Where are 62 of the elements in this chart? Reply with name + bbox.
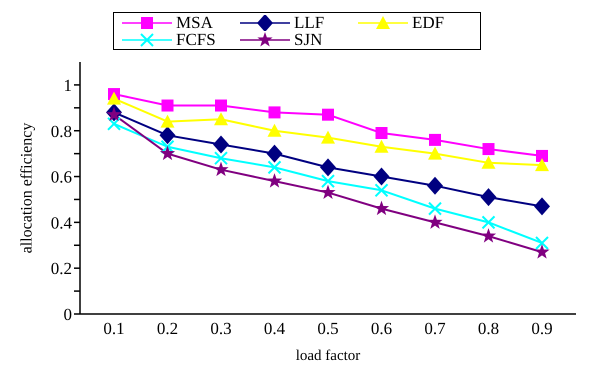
point: [162, 100, 174, 112]
point: [214, 151, 228, 166]
x-tick-label: 0.3: [210, 319, 232, 338]
point: [320, 158, 336, 176]
point: [321, 130, 335, 144]
point: [160, 126, 176, 144]
point: [266, 173, 282, 188]
point: [482, 143, 494, 156]
point: [106, 106, 122, 122]
point: [160, 140, 174, 154]
y-tick-label: 0: [64, 305, 72, 324]
point: [427, 214, 443, 229]
x-tick-label: 0.6: [370, 319, 392, 338]
point: [320, 184, 336, 200]
point: [376, 127, 388, 140]
point: [429, 134, 441, 146]
x-axis-title: load factor: [296, 348, 360, 364]
x-tick-label: 0.5: [317, 319, 339, 338]
point: [535, 158, 549, 172]
point: [214, 112, 228, 126]
point: [213, 135, 229, 154]
legend-label: FCFS: [176, 30, 216, 49]
x-tick-label: 0.1: [103, 319, 125, 338]
point: [322, 108, 334, 121]
point: [535, 236, 549, 250]
x-tick-label: 0.8: [478, 319, 500, 338]
y-tick-label: 0.6: [50, 168, 72, 187]
legend-label: EDF: [412, 13, 444, 32]
y-tick-label: 0.4: [50, 213, 72, 232]
point: [374, 140, 388, 153]
point: [160, 146, 176, 160]
point: [428, 202, 442, 216]
y-axis-title: allocation efficiency: [18, 122, 36, 254]
x-tick-label: 0.4: [264, 319, 286, 338]
point: [482, 156, 496, 169]
point: [268, 124, 282, 137]
point: [266, 144, 282, 163]
legend-label: MSA: [176, 13, 213, 32]
y-tick-label: 1: [64, 76, 72, 95]
point: [427, 176, 443, 195]
x-tick-label: 0.2: [156, 319, 178, 338]
point: [534, 197, 550, 216]
x-tick-label: 0.9: [531, 319, 553, 338]
point: [480, 188, 496, 206]
point: [428, 146, 442, 160]
point: [268, 160, 282, 174]
point: [107, 116, 121, 131]
point: [482, 215, 496, 230]
point: [160, 114, 174, 128]
legend-label: SJN: [294, 30, 322, 49]
y-tick-label: 0.2: [50, 259, 72, 278]
point: [107, 92, 121, 105]
point: [268, 106, 280, 118]
y-tick-label: 0.8: [50, 122, 72, 141]
x-tick-label: 0.7: [424, 319, 446, 338]
point: [215, 100, 227, 112]
point: [374, 168, 390, 186]
point: [374, 183, 388, 198]
point: [536, 150, 548, 162]
point: [480, 228, 496, 243]
point: [321, 174, 335, 188]
legend-label: LLF: [294, 13, 324, 32]
